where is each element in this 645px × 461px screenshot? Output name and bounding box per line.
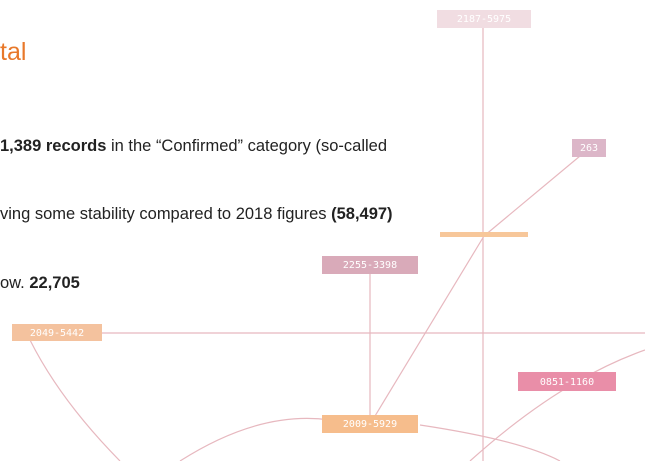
paragraph: ving some stability compared to 2018 fig…: [0, 205, 393, 224]
diagram-label: 263: [580, 143, 598, 154]
text: ow.: [0, 274, 29, 292]
text: in the “Confirmed” category (so-called: [106, 137, 387, 155]
diagram-label: 0851-1160: [540, 377, 594, 388]
paragraph: 1,389 records in the “Confirmed” categor…: [0, 137, 387, 156]
label-bar: [440, 232, 528, 237]
section-title: tal: [0, 38, 26, 67]
bold-text: (58,497): [331, 205, 392, 223]
diagram-label: 2255-3398: [343, 260, 397, 271]
page: 2187-5975 263 2255-3398 2049-5442 2009-5…: [0, 0, 645, 461]
paragraph: ow. 22,705: [0, 274, 80, 293]
diagram-label: 2009-5929: [343, 419, 397, 430]
diagram-label: 2187-5975: [457, 14, 511, 25]
diagram-label: 2049-5442: [30, 328, 84, 339]
bold-text: 1,389 records: [0, 137, 106, 155]
bold-text: 22,705: [29, 274, 79, 292]
background-diagram: 2187-5975 263 2255-3398 2049-5442 2009-5…: [0, 0, 645, 461]
text: ving some stability compared to 2018 fig…: [0, 205, 331, 223]
